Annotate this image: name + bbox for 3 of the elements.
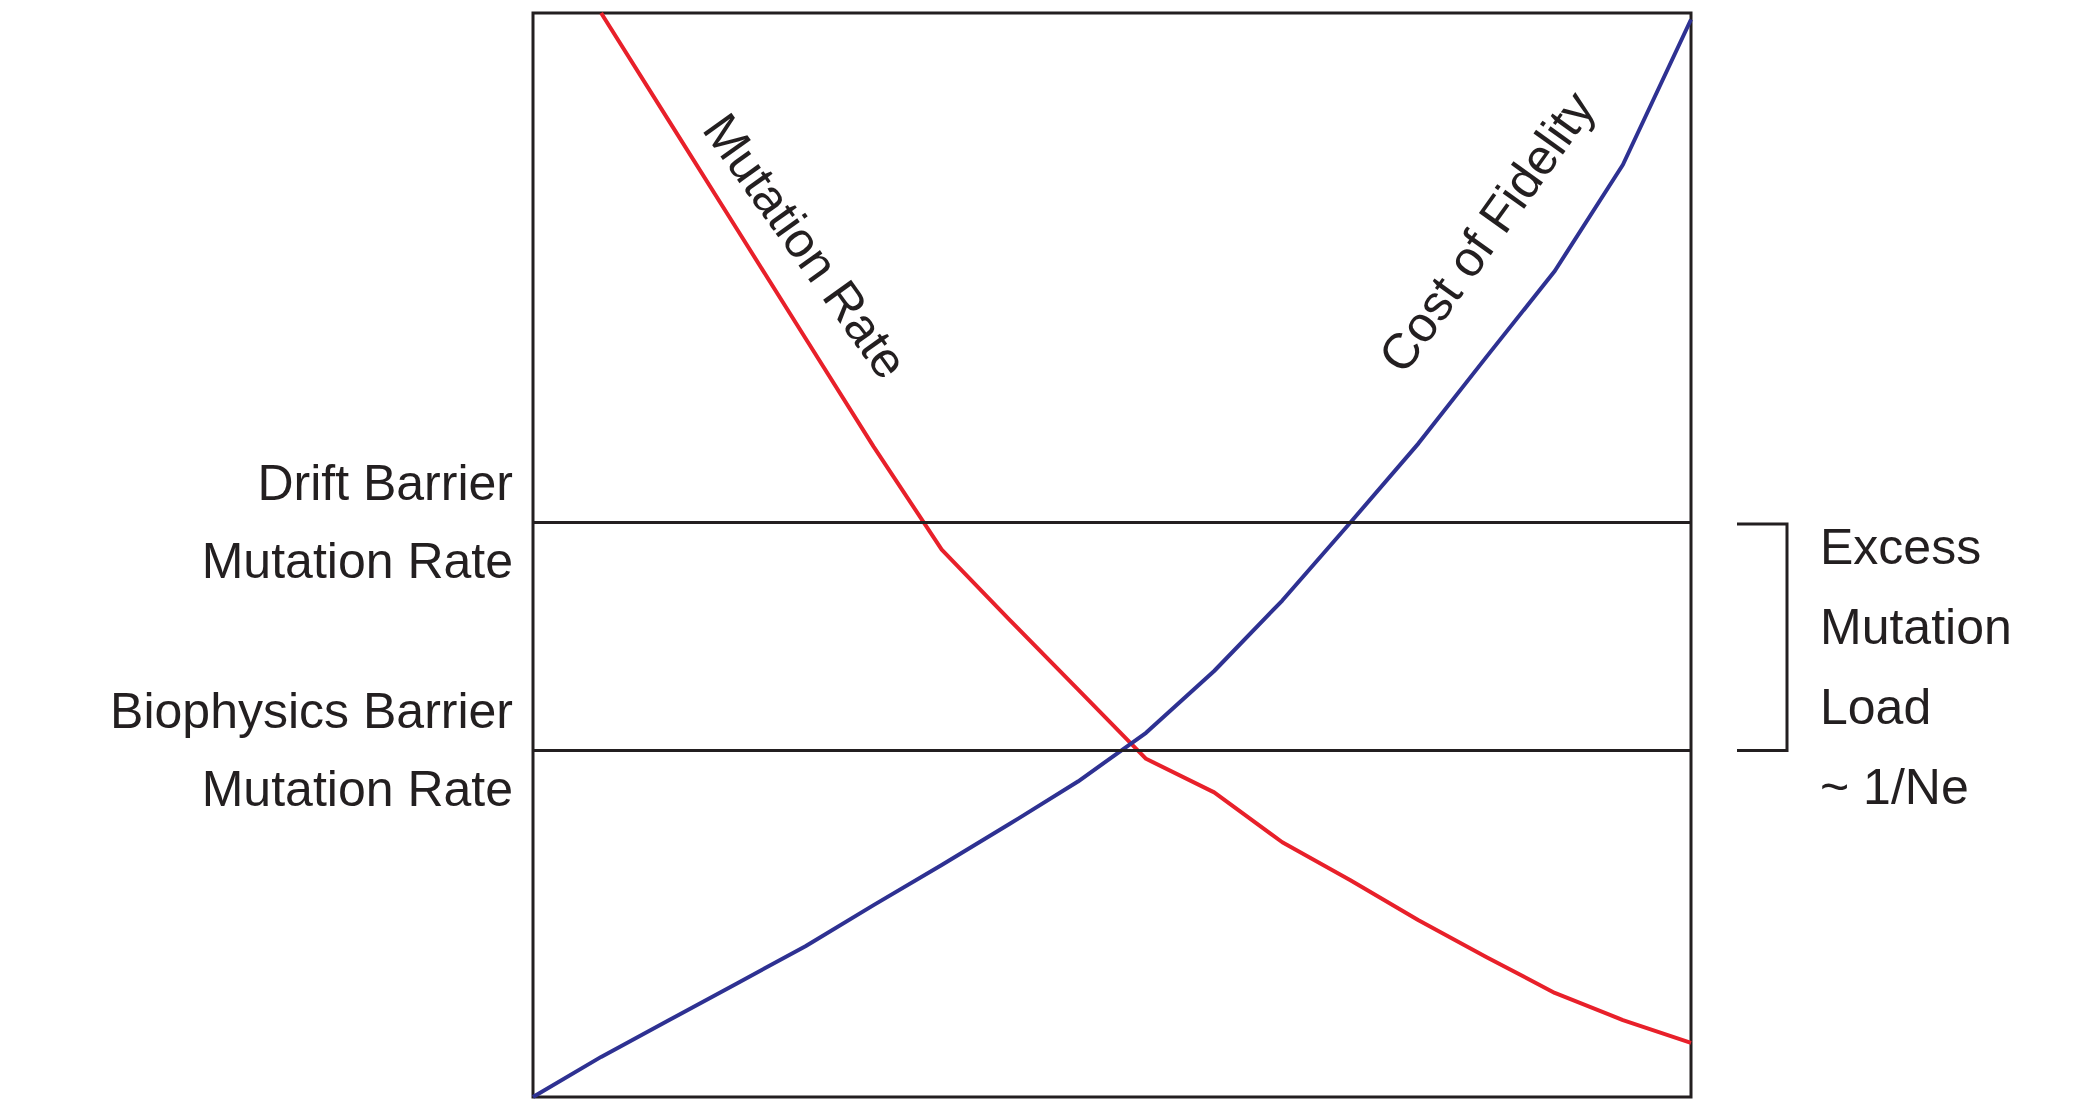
ref-line-label: Drift Barrier Mutation Rate — [201, 455, 513, 590]
text: Excess Mutation Load ~ 1/Ne — [1820, 518, 2012, 815]
ref-line-label: Biophysics Barrier Mutation Rate — [110, 683, 513, 818]
